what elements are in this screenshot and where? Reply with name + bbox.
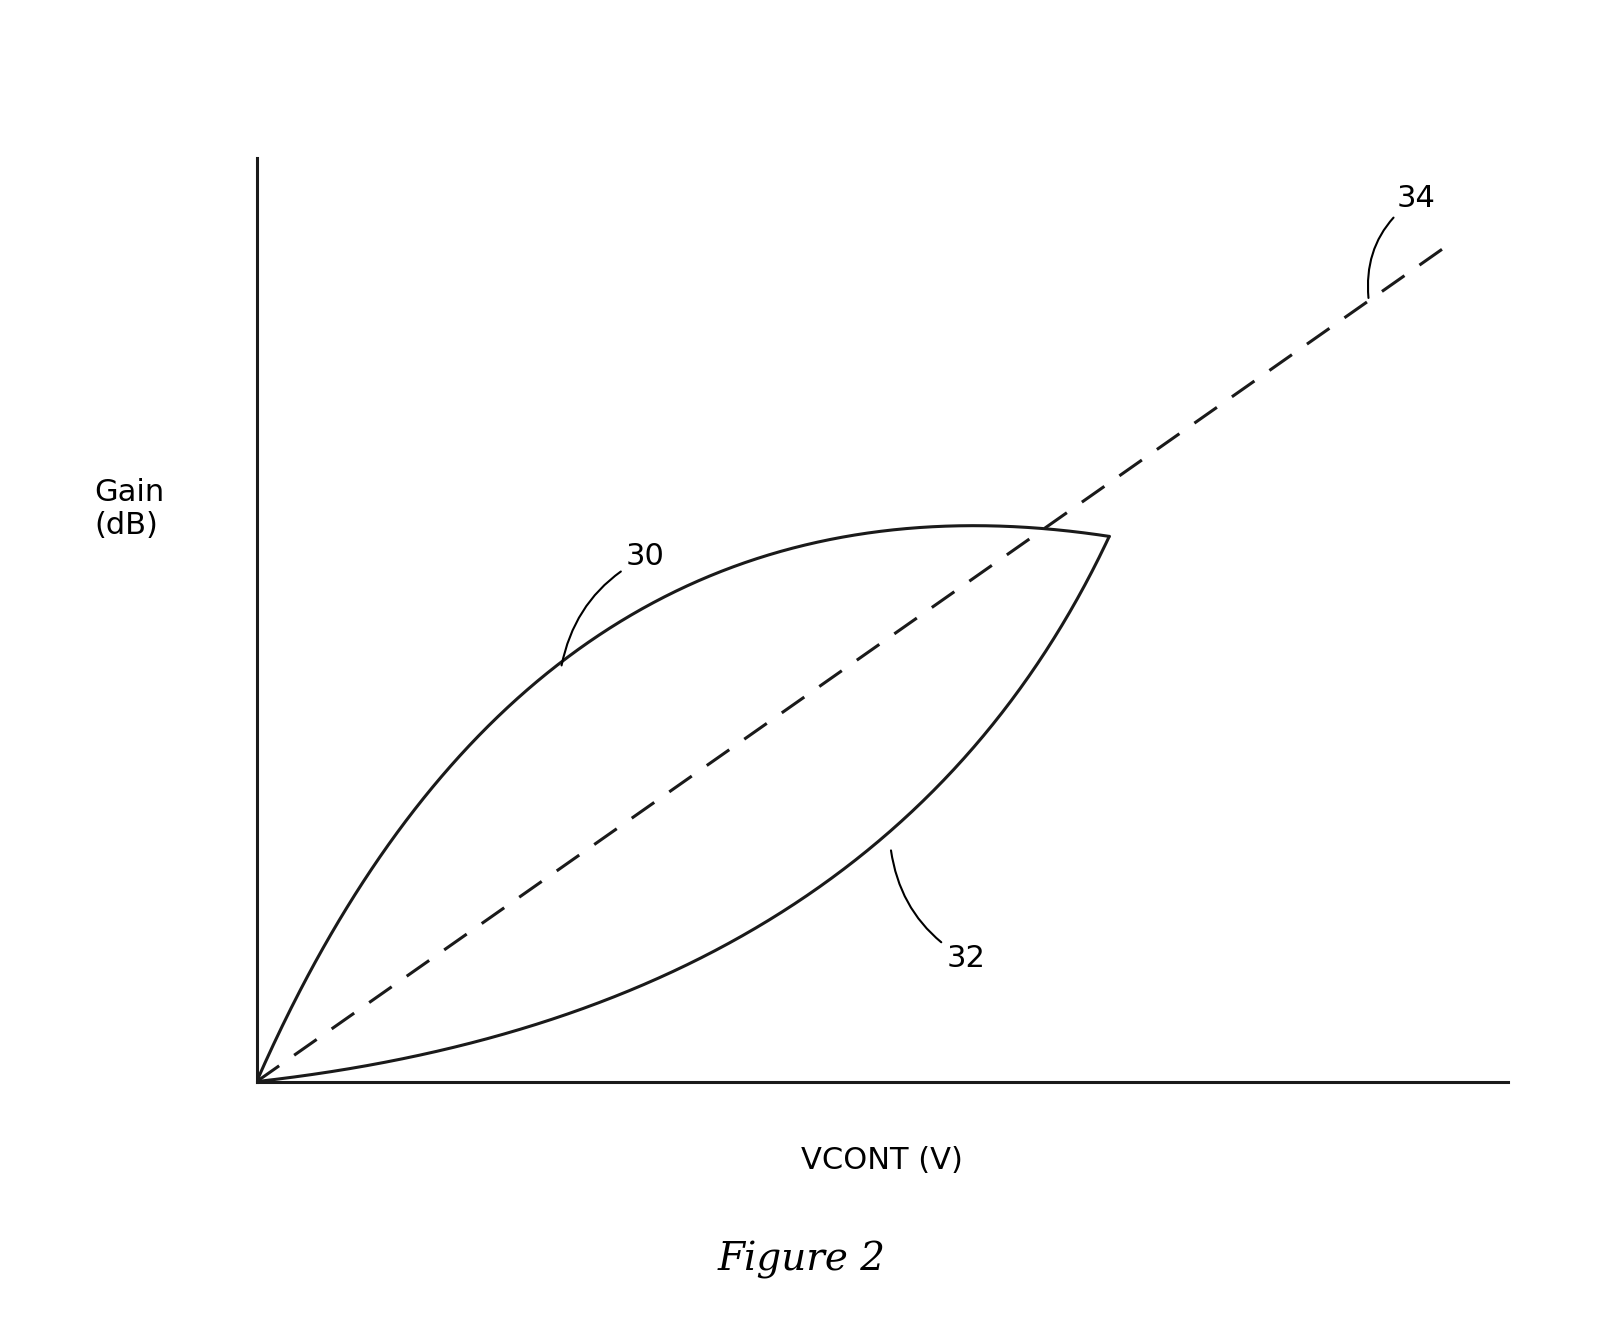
Text: 32: 32 xyxy=(890,851,985,973)
Text: Gain
(dB): Gain (dB) xyxy=(95,477,164,541)
Text: 34: 34 xyxy=(1368,183,1436,298)
Text: VCONT (V): VCONT (V) xyxy=(802,1146,962,1175)
Text: Figure 2: Figure 2 xyxy=(719,1241,885,1278)
Text: 30: 30 xyxy=(561,542,664,665)
